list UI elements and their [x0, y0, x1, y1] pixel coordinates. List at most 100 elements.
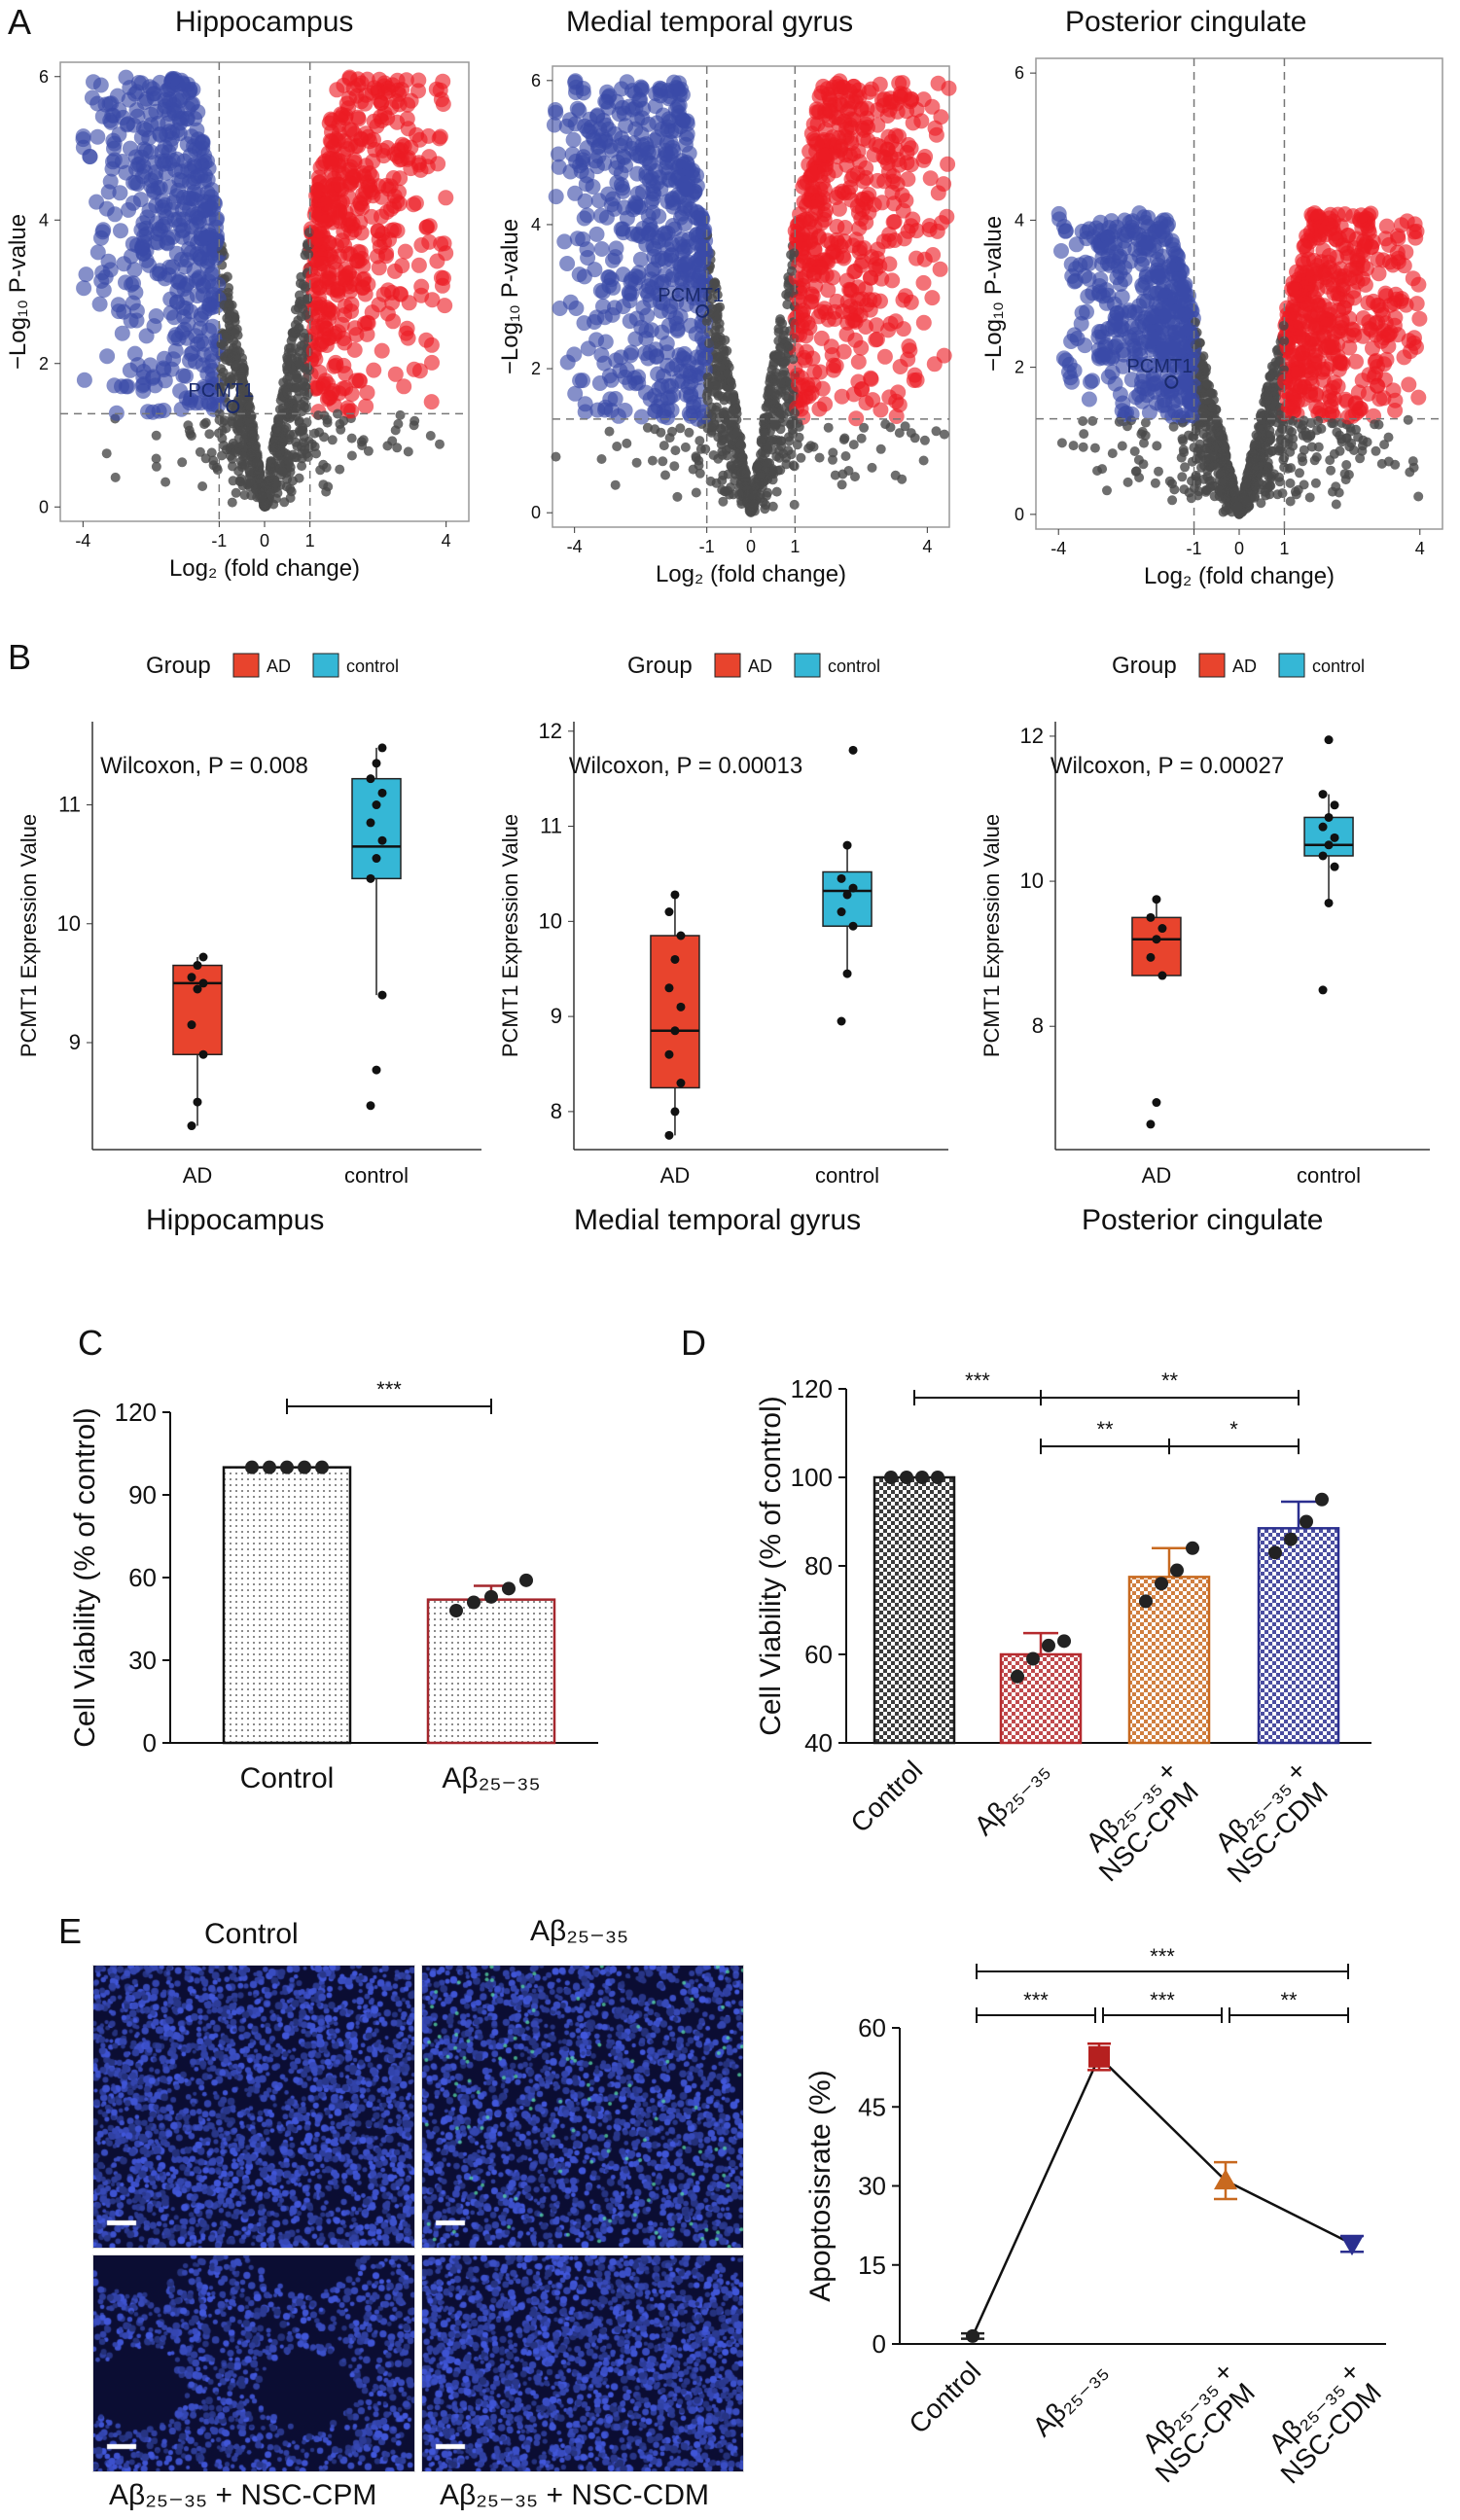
- volcano-point: [775, 314, 786, 325]
- volcano-point: [1333, 218, 1349, 234]
- volcano-point: [366, 362, 382, 378]
- volcano-point: [1329, 448, 1339, 459]
- volcano-point: [167, 342, 184, 359]
- volcano-point: [760, 504, 770, 515]
- volcano-point: [848, 301, 865, 317]
- volcano-point: [888, 393, 905, 409]
- volcano-point: [744, 506, 755, 516]
- volcano-point: [576, 315, 592, 332]
- volcano-point: [217, 450, 227, 461]
- volcano-point: [903, 157, 919, 173]
- volcano-point: [297, 461, 307, 472]
- volcano-point: [1277, 488, 1288, 499]
- volcano-point: [925, 247, 942, 263]
- volcano-point: [138, 328, 155, 344]
- volcano-point: [293, 323, 303, 334]
- volcano-point: [859, 422, 870, 433]
- volcano-point: [151, 430, 161, 441]
- volcano-point: [918, 455, 929, 466]
- volcano-point: [340, 100, 356, 117]
- volcano-point: [347, 320, 363, 337]
- volcano-point: [403, 92, 419, 109]
- volcano-point: [303, 249, 314, 260]
- volcano-point: [1306, 262, 1323, 278]
- volcano-point: [156, 156, 172, 172]
- volcano-point: [110, 472, 121, 482]
- volcano-point: [875, 233, 892, 250]
- volcano-point: [856, 433, 867, 444]
- volcano-point: [658, 456, 668, 467]
- volcano-point: [95, 282, 112, 299]
- volcano-point: [863, 269, 879, 286]
- volcano-point: [630, 369, 647, 385]
- volcano-point: [926, 356, 943, 373]
- volcano-point: [551, 159, 567, 175]
- volcano-point: [346, 341, 363, 358]
- volcano-point: [311, 364, 328, 380]
- volcano-point: [823, 422, 834, 433]
- volcano-point: [834, 388, 850, 405]
- volcano-point: [1285, 299, 1301, 315]
- volcano-point: [939, 429, 949, 440]
- volcano-point: [715, 302, 726, 312]
- volcano-point: [1344, 442, 1355, 452]
- volcano-point: [711, 321, 722, 331]
- volcano-point: [413, 278, 430, 295]
- volcano-point: [183, 345, 199, 362]
- volcano-points-2: [1050, 205, 1428, 519]
- volcano-point: [1370, 377, 1386, 394]
- volcano-point: [853, 100, 870, 117]
- volcano-point: [763, 444, 773, 454]
- volcano-point: [403, 446, 413, 457]
- volcano-point: [1413, 491, 1424, 502]
- volcano-point: [132, 192, 149, 208]
- volcano-point: [654, 324, 670, 340]
- volcano-point: [1274, 472, 1284, 482]
- volcano-point: [393, 418, 404, 429]
- volcano-point: [319, 391, 336, 408]
- volcano-point: [796, 194, 812, 210]
- volcano-point: [580, 250, 596, 266]
- volcano-point: [141, 257, 158, 273]
- volcano-point: [239, 490, 250, 500]
- volcano-point: [646, 248, 662, 265]
- volcano-point: [350, 77, 367, 93]
- volcano-point: [337, 306, 353, 323]
- volcano-point: [672, 491, 683, 502]
- volcano-point: [919, 435, 930, 445]
- volcano-point: [1128, 356, 1145, 373]
- volcano-point: [669, 461, 680, 472]
- volcano-point: [339, 403, 356, 419]
- volcano-point: [894, 75, 910, 91]
- volcano-point: [411, 131, 428, 148]
- volcano-point: [1299, 444, 1309, 455]
- volcano-point: [154, 144, 170, 160]
- volcano-point: [226, 378, 236, 389]
- volcano-point: [612, 442, 623, 451]
- volcano-point: [694, 468, 705, 479]
- volcano-point: [1371, 266, 1387, 282]
- volcano-point: [143, 117, 160, 133]
- pcmt1-marker-0: [226, 400, 240, 413]
- volcano-point: [1078, 416, 1088, 426]
- volcano-point: [300, 381, 310, 392]
- volcano-point: [216, 338, 227, 349]
- volcano-point: [330, 209, 346, 226]
- volcano-point: [1348, 353, 1364, 370]
- volcano-point: [340, 189, 357, 205]
- volcano-point: [1336, 206, 1353, 223]
- volcano-point: [1299, 415, 1309, 426]
- volcano-point: [885, 422, 896, 433]
- volcano-point: [622, 438, 632, 448]
- volcano-point: [597, 399, 614, 415]
- volcano-point: [840, 451, 851, 461]
- volcano-point: [728, 489, 738, 500]
- volcano-point: [341, 283, 358, 300]
- volcano-point: [1152, 441, 1162, 451]
- volcano-point: [107, 206, 124, 223]
- volcano-point: [1310, 478, 1321, 488]
- volcano-point: [686, 395, 702, 411]
- volcano-point: [664, 361, 681, 377]
- volcano-point: [314, 427, 325, 438]
- volcano-point: [239, 434, 250, 444]
